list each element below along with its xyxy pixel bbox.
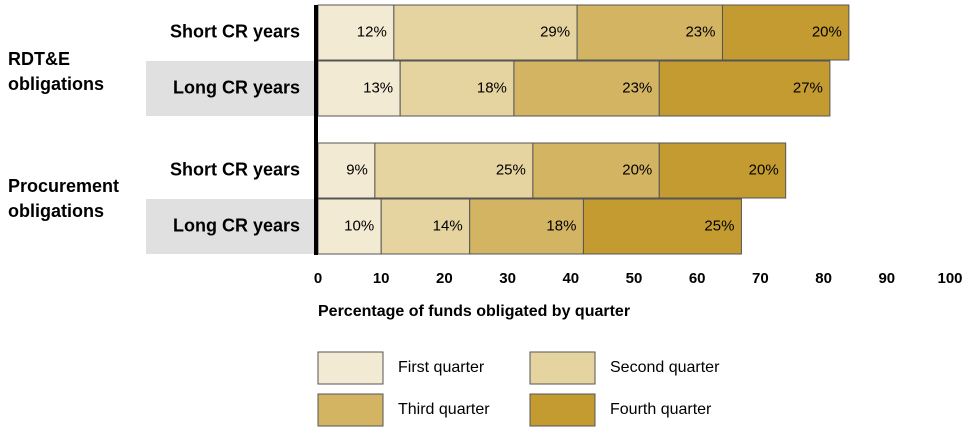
data-label: 18% xyxy=(546,217,576,234)
data-label: 10% xyxy=(344,217,374,234)
x-tick-label: 0 xyxy=(314,270,322,287)
x-tick-label: 90 xyxy=(878,270,895,287)
x-tick-label: 10 xyxy=(373,270,390,287)
bar-segment xyxy=(374,142,534,199)
x-tick-label: 70 xyxy=(752,270,769,287)
bar-segment xyxy=(393,4,578,61)
legend-swatch xyxy=(317,393,384,427)
y-tick-label: Long CR years xyxy=(173,77,300,97)
group-label: RDT&E obligations xyxy=(8,49,104,94)
legend-label: First quarter xyxy=(398,359,485,376)
bar-segment xyxy=(658,142,787,199)
data-label: 12% xyxy=(357,23,387,40)
data-label: 18% xyxy=(477,79,507,96)
data-label: 20% xyxy=(749,161,779,178)
legend-label: Third quarter xyxy=(398,401,490,418)
bar-segment xyxy=(380,198,471,255)
x-tick-label: 50 xyxy=(626,270,643,287)
bar-segment xyxy=(532,142,660,199)
bar-segment xyxy=(582,198,742,255)
legend-swatch xyxy=(529,351,596,385)
bar-segment xyxy=(317,4,395,61)
bar-segment xyxy=(317,198,382,255)
data-label: 20% xyxy=(812,23,842,40)
label-background xyxy=(146,61,318,116)
x-tick-label: 100 xyxy=(937,270,962,287)
x-tick-label: 30 xyxy=(499,270,516,287)
x-tick-label: 20 xyxy=(436,270,453,287)
bar-segment xyxy=(317,142,376,199)
data-label: 9% xyxy=(346,161,368,178)
bar-segment xyxy=(721,4,850,61)
bar-segment xyxy=(469,198,584,255)
data-label: 23% xyxy=(622,79,652,96)
data-label: 27% xyxy=(793,79,823,96)
x-tick-label: 60 xyxy=(689,270,706,287)
y-tick-label: Short CR years xyxy=(170,159,300,179)
data-label: 14% xyxy=(433,217,463,234)
bar-segment xyxy=(658,60,831,117)
bar-segment xyxy=(317,60,401,117)
legend-label: Fourth quarter xyxy=(610,401,712,418)
data-label: 23% xyxy=(685,23,715,40)
y-tick-label: Long CR years xyxy=(173,215,300,235)
x-axis-label: Percentage of funds obligated by quarter xyxy=(318,303,630,320)
legend-swatch xyxy=(317,351,384,385)
legend-label: Second quarter xyxy=(610,359,720,376)
legend-swatch xyxy=(529,393,596,427)
bar-segment xyxy=(399,60,515,117)
x-tick-label: 80 xyxy=(815,270,832,287)
x-tick-label: 40 xyxy=(562,270,579,287)
y-tick-label: Short CR years xyxy=(170,21,300,41)
group-label: Procurement obligations xyxy=(8,176,120,221)
bar-segment xyxy=(513,60,660,117)
data-label: 29% xyxy=(540,23,570,40)
data-label: 25% xyxy=(704,217,734,234)
data-label: 13% xyxy=(363,79,393,96)
bar-segment xyxy=(576,4,723,61)
label-background xyxy=(146,199,318,254)
data-label: 20% xyxy=(622,161,652,178)
data-label: 25% xyxy=(496,161,526,178)
